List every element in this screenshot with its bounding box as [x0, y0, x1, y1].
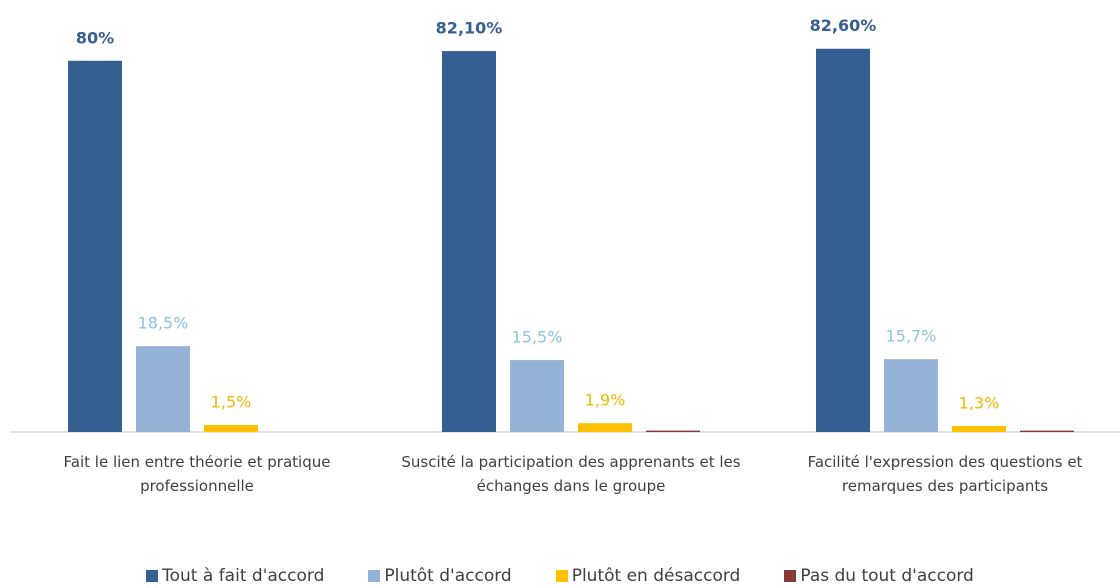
- bar: [884, 359, 938, 432]
- legend-swatch: [146, 570, 159, 582]
- x-tick-label: Fait le lien entre théorie et pratique p…: [63, 453, 331, 495]
- legend-swatch: [784, 570, 797, 582]
- data-label: 82,10%: [436, 19, 503, 38]
- data-label: 18,5%: [138, 314, 189, 333]
- data-label: 15,5%: [512, 328, 563, 347]
- bar: [68, 60, 122, 433]
- legend-swatch: [555, 570, 568, 582]
- legend-label: Pas du tout d'accord: [800, 566, 974, 586]
- data-label: 80%: [76, 28, 114, 47]
- x-tick-label: Suscité la participation des apprenants …: [401, 453, 741, 495]
- bar: [816, 48, 870, 433]
- legend-item: Tout à fait d'accord: [146, 566, 324, 586]
- bar: [646, 430, 700, 432]
- data-label: 1,3%: [959, 393, 1000, 412]
- bar: [1020, 430, 1074, 432]
- bar: [578, 423, 632, 432]
- legend-item: Pas du tout d'accord: [784, 566, 974, 586]
- x-tick-label: Facilité l'expression des questions et r…: [807, 453, 1083, 495]
- legend-item: Plutôt d'accord: [368, 566, 512, 586]
- bar: [510, 360, 564, 432]
- legend: Tout à fait d'accord Plutôt d'accord Plutô…: [0, 566, 1120, 586]
- legend-swatch: [368, 570, 381, 582]
- data-label: 82,60%: [810, 16, 877, 35]
- bar: [204, 425, 258, 432]
- bar: [442, 51, 496, 432]
- legend-item: Plutôt en désaccord: [555, 566, 741, 586]
- bar: [952, 425, 1006, 432]
- legend-label: Plutôt d'accord: [384, 566, 512, 586]
- legend-label: Plutôt en désaccord: [571, 566, 741, 586]
- data-label: 15,7%: [886, 327, 937, 346]
- bar: [136, 346, 190, 432]
- data-label: 1,9%: [585, 391, 626, 410]
- data-label: 1,5%: [211, 393, 252, 412]
- legend-label: Tout à fait d'accord: [162, 566, 325, 586]
